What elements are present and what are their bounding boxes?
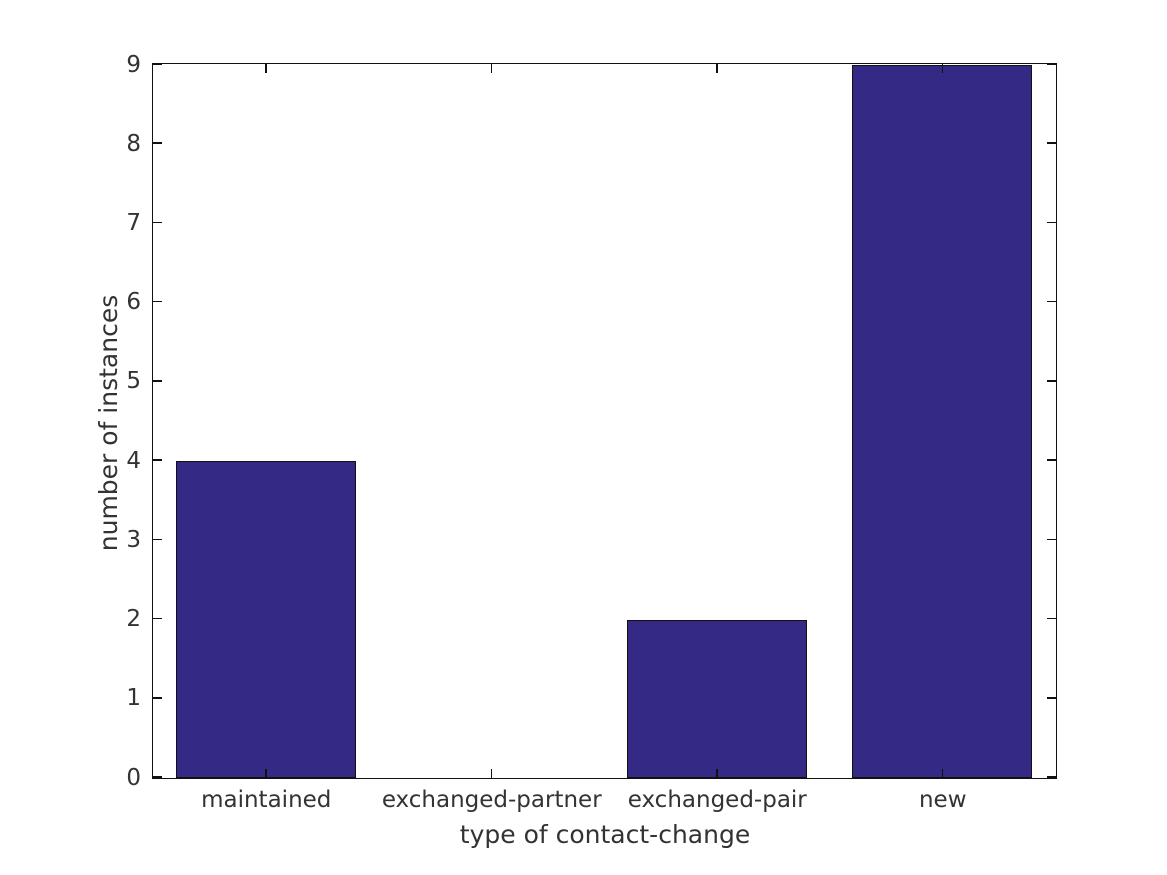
y-tick-label-0: 0 — [126, 764, 141, 791]
x-tick-label-exchanged-pair: exchanged-pair — [627, 787, 807, 813]
x-tick-label-exchanged-partner: exchanged-partner — [381, 787, 602, 813]
y-axis-label: number of instances — [94, 294, 123, 552]
y-tick-mark — [153, 380, 162, 382]
y-tick-mark — [1047, 538, 1056, 541]
y-tick-mark — [1047, 63, 1056, 65]
y-tick-label-9: 9 — [126, 51, 141, 78]
y-tick-mark — [1047, 300, 1056, 303]
y-tick-mark — [1047, 697, 1056, 699]
y-tick-mark — [153, 300, 162, 303]
y-tick-mark — [153, 617, 162, 620]
y-tick-mark — [1047, 617, 1056, 620]
y-tick-mark — [153, 538, 162, 541]
y-tick-mark — [1047, 142, 1056, 144]
x-tick-mark — [941, 64, 943, 73]
plot-area — [152, 63, 1057, 779]
x-axis-label: type of contact-change — [459, 820, 751, 849]
x-tick-mark — [490, 64, 492, 73]
y-tick-mark — [1047, 221, 1056, 224]
x-tick-label-new: new — [918, 787, 967, 813]
x-tick-label-maintained: maintained — [201, 787, 332, 813]
bar-exchanged-pair — [626, 619, 807, 778]
y-tick-label-3: 3 — [126, 526, 141, 553]
y-tick-label-1: 1 — [126, 685, 141, 712]
y-tick-label-7: 7 — [126, 209, 141, 236]
bar-maintained — [175, 461, 356, 778]
y-tick-label-2: 2 — [126, 606, 141, 633]
y-tick-label-8: 8 — [126, 130, 141, 157]
y-tick-mark — [153, 221, 162, 224]
y-tick-mark — [1047, 459, 1056, 461]
y-tick-mark — [153, 63, 162, 65]
x-tick-mark — [716, 64, 718, 73]
x-tick-mark — [941, 769, 943, 778]
y-tick-label-5: 5 — [126, 368, 141, 395]
y-tick-mark — [1047, 776, 1056, 778]
y-tick-mark — [153, 776, 162, 778]
y-tick-label-6: 6 — [126, 289, 141, 316]
y-tick-mark — [153, 142, 162, 144]
x-tick-mark — [490, 769, 492, 778]
x-tick-mark — [265, 769, 267, 778]
y-tick-label-4: 4 — [126, 447, 141, 474]
x-tick-mark — [265, 64, 267, 73]
y-tick-mark — [153, 697, 162, 699]
bar-new — [852, 65, 1033, 778]
y-tick-mark — [1047, 380, 1056, 382]
y-tick-mark — [153, 459, 162, 461]
x-tick-mark — [716, 769, 718, 778]
